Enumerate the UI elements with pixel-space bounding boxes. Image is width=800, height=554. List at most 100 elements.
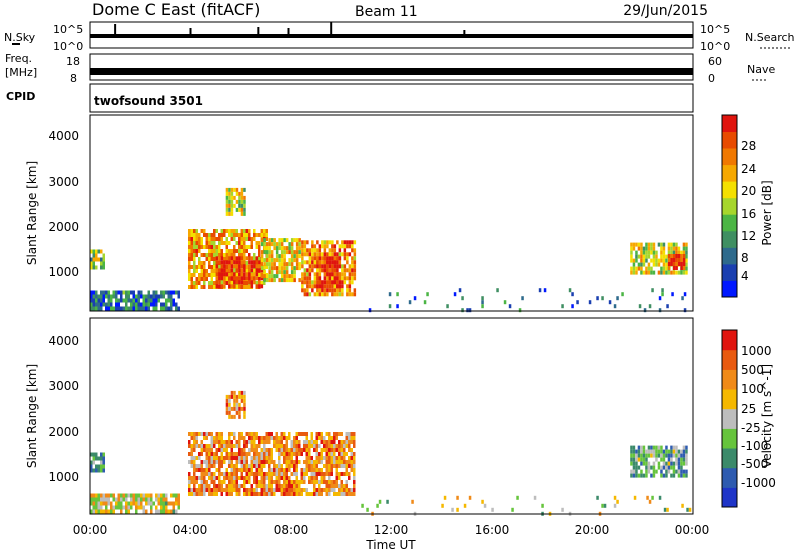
power-cell-4-802 (298, 246, 301, 251)
velocity-cell-2-712 (293, 440, 296, 444)
power-cell-2-335 (220, 249, 223, 253)
power-cell-4-800 (298, 238, 301, 243)
velocity-cell-2-412 (235, 452, 238, 456)
velocity-cell-2-426 (238, 444, 241, 448)
power-cell-2-235 (198, 281, 201, 285)
power-cell-3-548 (215, 256, 219, 261)
velocity-cell-1-69 (112, 509, 115, 514)
power-cell-1-91 (127, 306, 130, 311)
velocity-cell-2-539 (258, 492, 261, 496)
power-cell-1-23 (90, 290, 93, 295)
velocity-cell-2-555 (263, 440, 266, 444)
power-cell-9-1245 (640, 270, 643, 275)
power-cell-1-89 (127, 294, 130, 299)
power-cell-3-608 (238, 256, 241, 261)
power-cell-1-64 (112, 290, 115, 295)
velocity-cell-2-352 (223, 456, 226, 460)
power-cell-6-1067 (321, 280, 324, 285)
velocity-cell-5-1226 (675, 445, 678, 450)
power-cell-2-271 (208, 249, 211, 253)
velocity-cell-1-78 (120, 497, 123, 502)
velocity-cell-2-514 (255, 436, 258, 440)
velocity-cell-2-862 (323, 464, 326, 468)
power-cell-2-434 (240, 245, 243, 249)
velocity-cell-2-673 (285, 444, 288, 448)
velocity-cell-2-491 (250, 456, 253, 460)
power-cell-1-47 (102, 290, 105, 295)
velocity-cell-2-893 (328, 480, 331, 484)
power-cell-9-1230 (635, 258, 638, 263)
velocity-cell-2-617 (273, 492, 276, 496)
velocity-cell-0-6 (92, 460, 95, 465)
power-cell-4-708 (270, 266, 274, 271)
velocity-cell-2-698 (288, 492, 291, 496)
power-cell-3-604 (235, 264, 239, 269)
power-cell-5-870 (313, 272, 317, 277)
power-cell-5-998 (341, 292, 344, 297)
power-cell-2-416 (235, 285, 238, 289)
power-cell-2-460 (245, 245, 248, 249)
power-cell-5-956 (333, 248, 337, 253)
velocity-cell-2-255 (203, 492, 206, 496)
power-cell-9-1357 (685, 270, 688, 275)
velocity-cell-5-1185 (657, 465, 661, 470)
date-label: 29/Jun/2015 (623, 3, 708, 19)
velocity-cell-2-563 (263, 476, 266, 480)
velocity-cell-5-1114 (630, 461, 633, 466)
power-cell-7-1159 (243, 199, 246, 204)
velocity-cell-1-131 (155, 493, 158, 498)
power-cell-2-363 (225, 269, 228, 273)
velocity-cell-3-1054 (238, 410, 241, 415)
power-cell-7-1156 (240, 211, 244, 216)
velocity-cell-2-282 (210, 432, 213, 436)
power-cell-2-319 (218, 233, 221, 237)
power-cell-4-731 (278, 254, 281, 259)
velocity-cell-2-972 (343, 492, 346, 496)
power-cell-4-782 (290, 274, 294, 279)
velocity-cell-2-479 (248, 464, 251, 468)
power-ytick-3000: 3000 (48, 175, 79, 189)
power-cell-9-1345 (682, 242, 686, 247)
velocity-cell-2-573 (265, 456, 268, 460)
velocity-cell-2-657 (283, 432, 286, 436)
velocity-cell-5-1143 (640, 469, 643, 474)
velocity-cell-1-160 (172, 501, 175, 506)
velocity-cell-2-904 (330, 464, 333, 468)
velocity-cell-2-328 (218, 464, 221, 468)
power-cell-1-155 (167, 294, 170, 299)
power-cell-5-898 (318, 288, 322, 293)
power-cell-7-1139 (233, 195, 236, 200)
power-cell-1-88 (127, 290, 130, 295)
power-cell-5-1044 (353, 256, 357, 261)
power-cell-5-952 (331, 284, 334, 289)
power-cell-2-390 (230, 281, 233, 285)
power-cell-7-1150 (240, 187, 244, 192)
power-cell-6-1093 (331, 272, 334, 277)
power-cell-4-749 (283, 246, 286, 251)
velocity-cell-2-565 (263, 484, 266, 488)
velocity-cell-2-470 (245, 476, 248, 480)
velocity-cell-2-254 (203, 488, 206, 492)
velocity-cell-2-761 (303, 444, 306, 448)
velocity-cell-2-578 (265, 488, 268, 492)
power-cell-2-359 (225, 249, 228, 253)
velocity-cell-2-936 (338, 432, 341, 436)
power-cell-1-56 (107, 294, 110, 299)
power-cell-8-1169 (413, 296, 417, 301)
velocity-cell-2-364 (225, 472, 228, 476)
velocity-cell-2-602 (270, 472, 273, 476)
velocity-cell-2-196 (193, 440, 196, 444)
power-cell-5-1041 (353, 240, 357, 245)
velocity-cell-2-225 (198, 468, 201, 472)
power-cell-5-1043 (353, 252, 357, 257)
velocity-cell-2-256 (205, 432, 208, 436)
power-cell-3-605 (235, 268, 239, 273)
velocity-cell-2-680 (285, 472, 288, 476)
velocity-cell-1-103 (135, 501, 138, 506)
velocity-cell-2-944 (338, 472, 341, 476)
velocity-cell-4-1073 (411, 499, 414, 504)
velocity-cell-2-269 (208, 432, 211, 436)
velocity-cell-2-716 (293, 460, 296, 464)
velocity-cell-5-1164 (650, 445, 653, 450)
velocity-cell-2-951 (340, 444, 343, 448)
